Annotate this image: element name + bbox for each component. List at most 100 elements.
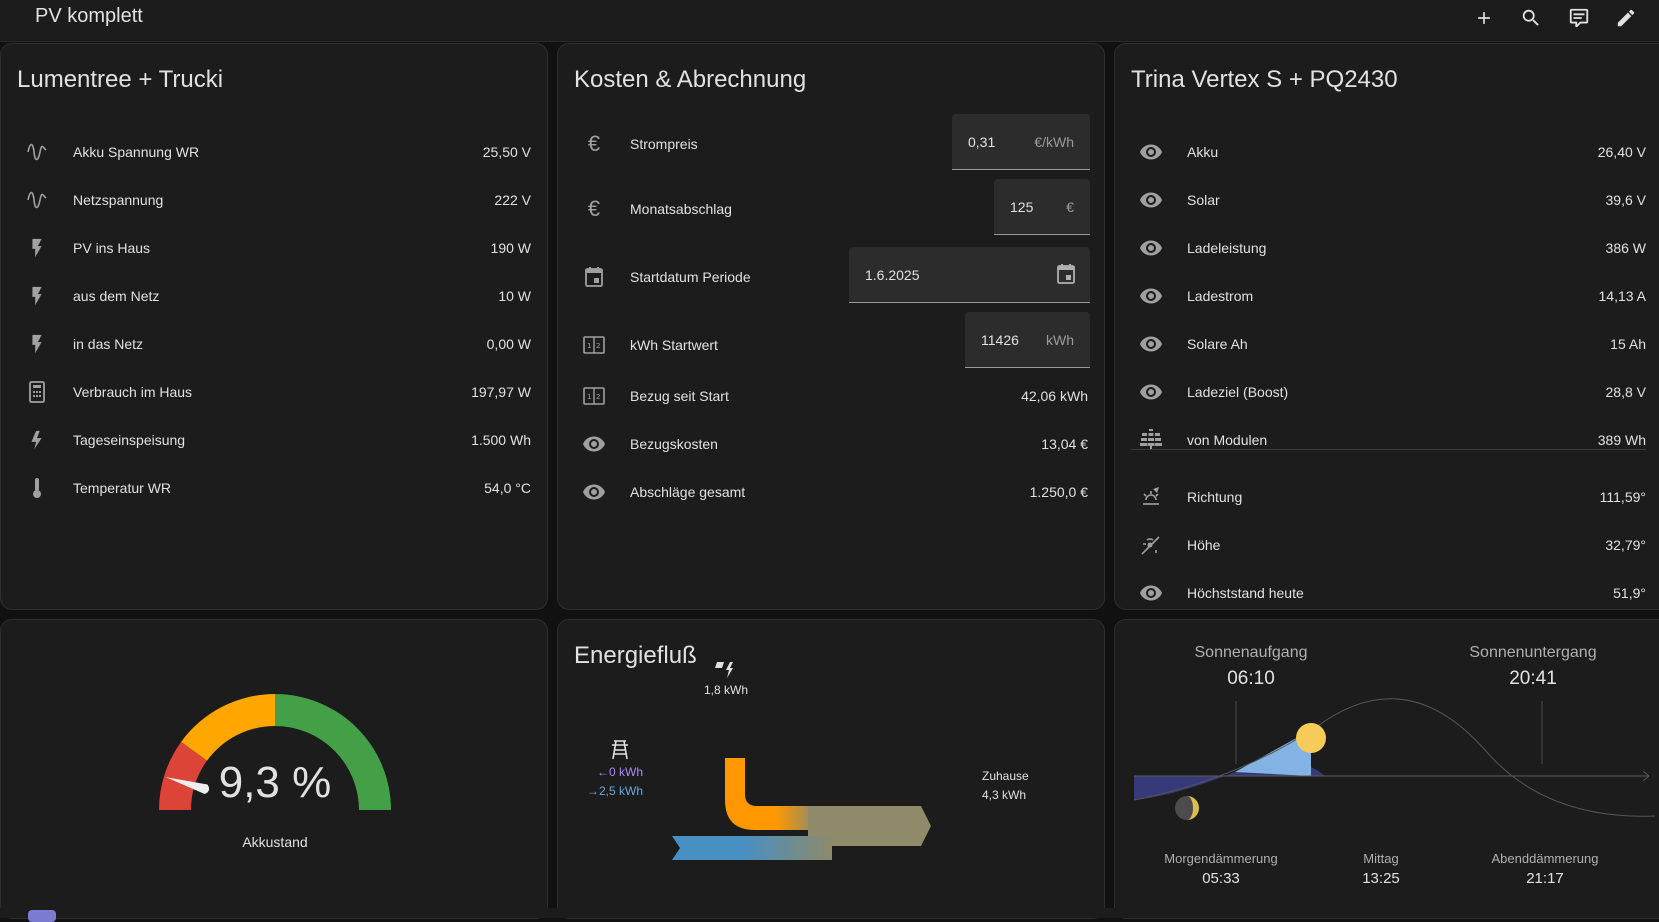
entity-row[interactable]: Höhe 32,79°	[1131, 521, 1646, 569]
calendar-picker-icon[interactable]	[1056, 263, 1076, 288]
solar-power-icon	[701, 660, 751, 685]
entity-row[interactable]: Netzspannung 222 V	[17, 176, 531, 224]
entity-row[interactable]: Temperatur WR 54,0 °C	[17, 464, 531, 512]
noon-time: 13:25	[1362, 870, 1400, 887]
flash-icon	[17, 284, 57, 308]
transmission-tower-icon	[598, 738, 642, 765]
grid-consumption-row: →2,5 kWh	[573, 784, 643, 798]
entity-label: Solare Ah	[1187, 336, 1248, 352]
assist-icon[interactable]	[1565, 4, 1593, 32]
entity-value: 111,59°	[1599, 489, 1646, 505]
eye-icon	[574, 480, 614, 504]
svg-text:2: 2	[596, 393, 600, 401]
entity-label: Ladeziel (Boost)	[1187, 384, 1289, 400]
edit-icon[interactable]	[1612, 4, 1640, 32]
grid-return-row: ←0 kWh	[573, 765, 643, 779]
entity-row[interactable]: Solare Ah 15 Ah	[1131, 320, 1646, 368]
entity-row[interactable]: Höchststand heute 51,9°	[1131, 569, 1646, 609]
entity-value: 197,97 W	[471, 384, 531, 400]
gauge-label: Akkustand	[242, 834, 308, 850]
entity-row[interactable]: Abschläge gesamt 1.250,0 €	[574, 468, 1088, 516]
sun-path	[1133, 698, 1656, 817]
entity-row[interactable]: Verbrauch im Haus 197,97 W	[17, 368, 531, 416]
entity-value: 10 W	[498, 288, 531, 304]
entity-label: Netzspannung	[73, 192, 164, 208]
monatsabschlag-input[interactable]: 125 €	[994, 179, 1090, 235]
entity-label: Höchststand heute	[1187, 585, 1304, 601]
entity-row[interactable]: Akku 26,40 V	[1131, 128, 1646, 176]
card-energiefluss[interactable]: Energiefluß 1,8 kWh ←0 kWh →2,5 kWh Zuha…	[557, 619, 1105, 919]
entity-value: 13,04 €	[1041, 436, 1088, 452]
entity-value: 15 Ah	[1610, 336, 1646, 352]
entity-value: 39,6 V	[1605, 192, 1646, 208]
entity-value: 54,0 °C	[484, 480, 531, 496]
input-value: 0,31	[968, 133, 996, 150]
input-label: kWh Startwert	[630, 337, 718, 353]
strompreis-input[interactable]: 0,31 €/kWh	[952, 114, 1090, 170]
card-trina: Trina Vertex S + PQ2430 Akku 26,40 V Sol…	[1114, 43, 1659, 610]
sine-wave-icon	[17, 140, 57, 164]
entity-row[interactable]: Ladeleistung 386 W	[1131, 224, 1646, 272]
entity-row[interactable]: Bezugskosten 13,04 €	[574, 420, 1088, 468]
dawn-label: Morgendämmerung	[1164, 851, 1278, 866]
entity-row[interactable]: von Modulen 389 Wh	[1131, 416, 1646, 464]
gauge	[159, 694, 391, 810]
entity-value: 14,13 A	[1598, 288, 1647, 304]
entity-row[interactable]: Ladestrom 14,13 A	[1131, 272, 1646, 320]
entity-label: Akku Spannung WR	[73, 144, 200, 160]
entity-value: 51,9°	[1613, 585, 1646, 601]
search-icon[interactable]	[1517, 4, 1545, 32]
input-row-startdatum: Startdatum Periode	[574, 249, 1088, 305]
entity-value: 25,50 V	[482, 144, 531, 160]
entity-row[interactable]: Solar 39,6 V	[1131, 176, 1646, 224]
svg-text:2: 2	[596, 342, 600, 350]
dawn-time: 05:33	[1202, 870, 1240, 887]
entity-value: 42,06 kWh	[1021, 388, 1088, 404]
entity-label: Solar	[1187, 192, 1220, 208]
entity-label: von Modulen	[1187, 432, 1268, 448]
card-lumentree: Lumentree + Trucki Akku Spannung WR 25,5…	[0, 43, 548, 610]
card-title: Lumentree + Trucki	[17, 66, 224, 93]
entity-label: Verbrauch im Haus	[73, 384, 193, 400]
add-icon[interactable]	[1470, 4, 1498, 32]
input-label: Startdatum Periode	[630, 269, 751, 285]
sunset-label: Sonnenuntergang	[1469, 644, 1597, 661]
entity-row[interactable]: aus dem Netz 10 W	[17, 272, 531, 320]
sunset-time: 20:41	[1509, 668, 1557, 689]
entity-label: Abschläge gesamt	[630, 484, 746, 500]
entity-row[interactable]: PV ins Haus 190 W	[17, 224, 531, 272]
eye-icon	[1131, 380, 1171, 404]
energy-sankey	[672, 758, 931, 860]
input-value: 11426	[981, 331, 1019, 348]
home-value: 4,3 kWh	[982, 788, 1027, 802]
card-title: Trina Vertex S + PQ2430	[1131, 66, 1398, 93]
grid-flow	[672, 836, 832, 860]
eye-icon	[1131, 284, 1171, 308]
horizon-arrow	[1642, 770, 1650, 782]
entity-row[interactable]: in das Netz 0,00 W	[17, 320, 531, 368]
entity-value: 32,79°	[1605, 537, 1646, 553]
entity-row[interactable]: Richtung 111,59°	[1131, 473, 1646, 521]
entity-row[interactable]: Ladeziel (Boost) 28,8 V	[1131, 368, 1646, 416]
gauge-needle	[165, 777, 210, 795]
sun-chart	[1133, 698, 1656, 820]
entity-row[interactable]: Tageseinspeisung 1.500 Wh	[17, 416, 531, 464]
entity-row[interactable]: Akku Spannung WR 25,50 V	[17, 128, 531, 176]
startdatum-input[interactable]: 1.6.2025	[849, 247, 1090, 303]
solar-flow	[725, 758, 817, 830]
eye-icon	[1131, 140, 1171, 164]
solar-value: 1,8 kWh	[703, 683, 748, 697]
sine-wave-icon	[17, 188, 57, 212]
dashboard-title: PV komplett	[35, 5, 143, 27]
card-akkustand[interactable]: 9,3 % Akkustand	[0, 619, 548, 919]
entity-label: Ladestrom	[1187, 288, 1254, 304]
card-sonnenstand[interactable]: Sonnenaufgang 06:10 Sonnenuntergang 20:4…	[1114, 619, 1659, 919]
entity-value: 1.500 Wh	[471, 432, 531, 448]
sidebar-avatar[interactable]	[28, 910, 56, 922]
noon-label: Mittag	[1363, 851, 1399, 866]
sunrise-time: 06:10	[1227, 668, 1275, 689]
kwh-startwert-input[interactable]: 11426 kWh	[965, 312, 1090, 368]
